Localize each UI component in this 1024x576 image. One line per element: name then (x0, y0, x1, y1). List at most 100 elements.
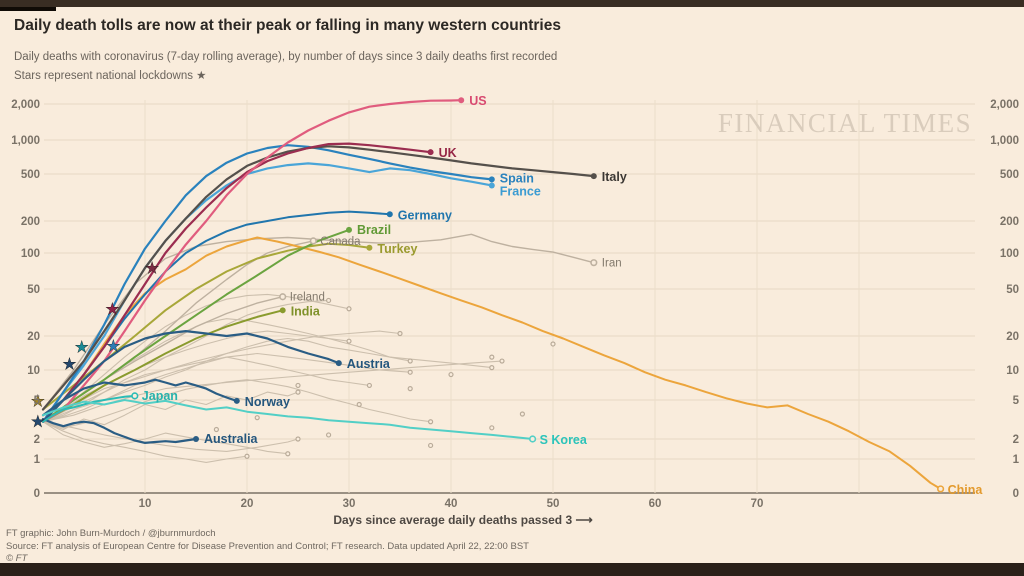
country-label-iran: Iran (602, 258, 622, 270)
series-line-other-12 (42, 337, 493, 423)
svg-text:60: 60 (649, 498, 662, 510)
endpoint-dot-australia (193, 436, 199, 442)
svg-text:100: 100 (1000, 248, 1019, 260)
country-label-italy: Italy (602, 170, 627, 184)
series-line-other-14 (42, 421, 248, 463)
svg-text:2: 2 (34, 434, 40, 446)
svg-text:0: 0 (34, 488, 40, 500)
svg-text:10: 10 (139, 498, 152, 510)
svg-text:500: 500 (1000, 169, 1019, 181)
svg-text:500: 500 (21, 169, 40, 181)
endpoint-dot-uk (427, 149, 434, 156)
svg-text:20: 20 (27, 331, 40, 343)
ft-watermark: FINANCIAL TIMES (718, 108, 972, 138)
country-label-india: India (291, 304, 321, 318)
lockdown-star-icon: ★ (31, 414, 44, 431)
endpoint-dot-s-korea (528, 435, 537, 443)
svg-text:40: 40 (445, 498, 458, 510)
svg-text:10: 10 (1006, 365, 1019, 377)
country-label-uk: UK (439, 146, 457, 160)
series-line-india (42, 309, 284, 423)
series-line-austria (41, 330, 340, 423)
footer-credit: FT graphic: John Burn-Murdoch / @jburnmu… (6, 528, 216, 539)
top-border-bar (0, 0, 1024, 7)
endpoint-dot-spain (488, 176, 495, 183)
y-gridlines (44, 103, 975, 494)
country-label-spain: Spain (500, 171, 534, 185)
lockdown-star-icon: ★ (63, 356, 76, 373)
country-labels: Iran Canada Ireland China Turkey Brazil India G… (131, 94, 984, 497)
country-label-australia: Australia (204, 432, 259, 446)
series-line-australia (41, 417, 198, 444)
endpoint-dot-germany (386, 211, 393, 218)
country-label-germany: Germany (398, 208, 452, 222)
chart-title: Daily death tolls are now at their peak … (14, 17, 561, 34)
series-line-uk (41, 142, 432, 423)
svg-text:200: 200 (1000, 216, 1019, 228)
endpoint-dot-ireland (279, 293, 287, 301)
svg-text:200: 200 (21, 216, 40, 228)
svg-text:70: 70 (751, 498, 764, 510)
endpoint-dot-us (458, 97, 465, 104)
endpoint-dot-china (936, 485, 945, 493)
footer-source: Source: FT analysis of European Centre f… (6, 541, 529, 552)
series-line-other-3 (42, 299, 330, 423)
lockdown-legend-note: Stars represent national lockdowns ★ (14, 70, 207, 82)
svg-text:1,000: 1,000 (11, 135, 40, 147)
endpoint-dot-turkey (366, 244, 373, 251)
lockdown-star-icon: ★ (107, 338, 120, 355)
endpoint-dot-austria (335, 360, 342, 367)
country-label-norway: Norway (245, 395, 290, 409)
x-axis-label: Days since average daily deaths passed 3… (333, 513, 592, 527)
country-label-us: US (469, 94, 486, 108)
lockdown-star-icon: ★ (31, 393, 44, 410)
endpoint-dot-canada (309, 237, 317, 245)
country-label-france: France (500, 184, 541, 198)
top-left-accent-bar (0, 7, 56, 11)
svg-text:20: 20 (1006, 331, 1019, 343)
series-line-other-1 (42, 391, 299, 431)
series-lines (41, 99, 942, 490)
lockdown-star-icon: ★ (106, 301, 119, 318)
series-line-s-korea (42, 399, 534, 440)
country-label-canada: Canada (320, 236, 361, 248)
country-label-japan: Japan (142, 389, 178, 403)
svg-text:50: 50 (1006, 284, 1019, 296)
series-line-iran (42, 233, 595, 411)
svg-text:50: 50 (27, 284, 40, 296)
series-line-china (42, 236, 942, 490)
svg-text:20: 20 (241, 498, 254, 510)
svg-text:0: 0 (1013, 488, 1019, 500)
x-gridlines (144, 100, 860, 493)
bottom-border-bar (0, 563, 1024, 576)
svg-text:1,000: 1,000 (990, 135, 1019, 147)
svg-text:10: 10 (27, 365, 40, 377)
series-line-norway (41, 378, 238, 417)
series-line-other-13 (42, 293, 350, 423)
country-label-brazil: Brazil (357, 223, 391, 237)
svg-text:2: 2 (1013, 434, 1019, 446)
svg-text:1: 1 (34, 454, 41, 466)
series-line-other-9 (42, 379, 432, 429)
endpoint-dot-france (488, 182, 495, 189)
endpoint-dot-brazil (346, 226, 352, 233)
country-label-china: China (948, 483, 984, 497)
lockdown-star-icon: ★ (75, 339, 88, 356)
series-line-other-5 (42, 421, 289, 455)
lockdown-star-icon: ★ (145, 260, 158, 277)
country-label-ireland: Ireland (290, 292, 325, 304)
svg-text:30: 30 (343, 498, 356, 510)
series-line-other-11 (42, 421, 299, 452)
stray-endpoint-dots (213, 341, 556, 449)
lockdown-star-markers: ★★★★ ★★★ (31, 260, 159, 432)
country-label-s-korea: S Korea (540, 433, 588, 447)
endpoint-dot-india (279, 307, 286, 314)
svg-text:5: 5 (34, 395, 41, 407)
series-line-spain (41, 144, 493, 423)
series-line-us (41, 99, 463, 423)
endpoint-dot-iran (590, 259, 598, 267)
endpoint-dot-japan (131, 392, 139, 400)
country-label-turkey: Turkey (377, 242, 417, 256)
svg-text:2,000: 2,000 (990, 99, 1019, 111)
